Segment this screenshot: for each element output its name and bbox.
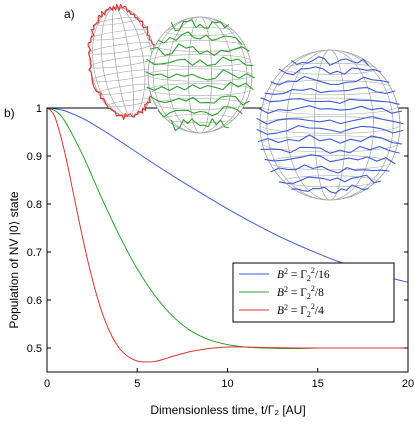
legend-label-1-part-0: B xyxy=(277,287,284,299)
legend-label-0-part-5: /16 xyxy=(315,269,330,281)
legend-label-1-part-1: 2 xyxy=(284,285,288,294)
y-tick-label-4: 0.9 xyxy=(27,151,42,163)
x-tick-label-0: 0 xyxy=(44,378,50,390)
y-axis-title: Population of NV |0⟩ state xyxy=(7,191,21,329)
y-tick-label-5: 1 xyxy=(36,103,42,115)
legend-label-1: B2 = Γ22/8 xyxy=(277,284,324,301)
legend-label-1-part-5: /8 xyxy=(315,287,324,299)
y-tick-label-2: 0.7 xyxy=(27,247,42,259)
legend-label-1-part-2: = Γ xyxy=(288,287,307,299)
y-tick-label-0: 0.5 xyxy=(27,343,42,355)
sphere-green-latitude-1 xyxy=(165,27,235,36)
legend-label-0: B2 = Γ22/16 xyxy=(277,266,330,283)
sphere-green-latitude-4 xyxy=(147,68,253,82)
sphere-blue-latitude-4 xyxy=(259,116,401,134)
ticks-layer: 0 5 10 15 20 0.5 0.6 0.7 0.8 0.9 1 xyxy=(27,103,414,390)
legend-label-0-part-1: 2 xyxy=(284,267,288,276)
legend-label-0-part-4: 2 xyxy=(311,266,315,275)
sphere-blue-meridian-6 xyxy=(266,49,394,201)
x-tick-label-4: 20 xyxy=(402,378,414,390)
panel-label-a: a) xyxy=(64,7,75,21)
legend-label-2-part-3: 2 xyxy=(307,310,311,319)
sphere-blue-trace xyxy=(256,56,404,194)
legend-label-0-part-3: 2 xyxy=(307,274,311,283)
legend-label-2-part-1: 2 xyxy=(284,303,288,312)
legend-label-1-part-3: 2 xyxy=(307,292,311,301)
sphere-blue-outline xyxy=(259,49,401,201)
panel-label-b: b) xyxy=(4,106,15,120)
legend-label-2-part-5: /4 xyxy=(315,305,324,317)
x-tick-label-2: 10 xyxy=(221,378,233,390)
sphere-green-latitude-7 xyxy=(165,114,235,123)
sphere-blue xyxy=(256,49,404,201)
sphere-blue-latitude-3 xyxy=(261,97,399,115)
plot-area: 0 5 10 15 20 0.5 0.6 0.7 0.8 0.9 1 xyxy=(27,103,414,390)
sphere-green-latitude-2 xyxy=(154,40,246,52)
x-axis-title-text: Dimensionless time, t/Γ₂ [AU] xyxy=(150,403,305,417)
sphere-red-trace xyxy=(87,3,159,121)
sphere-green-latitude-3 xyxy=(149,54,251,67)
sphere-green-trace xyxy=(145,19,255,132)
legend-label-2-part-2: = Γ xyxy=(288,305,307,317)
legend-label-2-part-0: B xyxy=(277,305,284,317)
series-line-2 xyxy=(46,107,408,363)
x-tick-label-3: 15 xyxy=(312,378,324,390)
sphere-blue-latitude-6 xyxy=(269,154,391,171)
spheres-inset xyxy=(87,3,404,201)
x-axis-title: Dimensionless time, t/Γ₂ [AU] xyxy=(150,403,305,417)
legend-label-2-part-4: 2 xyxy=(311,302,315,311)
y-tick-label-1: 0.6 xyxy=(27,295,42,307)
sphere-blue-latitude-7 xyxy=(283,175,377,188)
sphere-blue-latitude-2 xyxy=(269,79,391,96)
legend-label-0-part-2: = Γ xyxy=(288,269,307,281)
sphere-green-latitude-5 xyxy=(149,83,251,96)
sphere-green xyxy=(145,16,255,134)
legend-label-2: B2 = Γ22/4 xyxy=(277,302,324,319)
legend-label-0-part-0: B xyxy=(277,269,284,281)
legend-label-1-part-4: 2 xyxy=(311,284,315,293)
x-tick-label-1: 5 xyxy=(134,378,140,390)
y-tick-label-3: 0.8 xyxy=(27,199,42,211)
